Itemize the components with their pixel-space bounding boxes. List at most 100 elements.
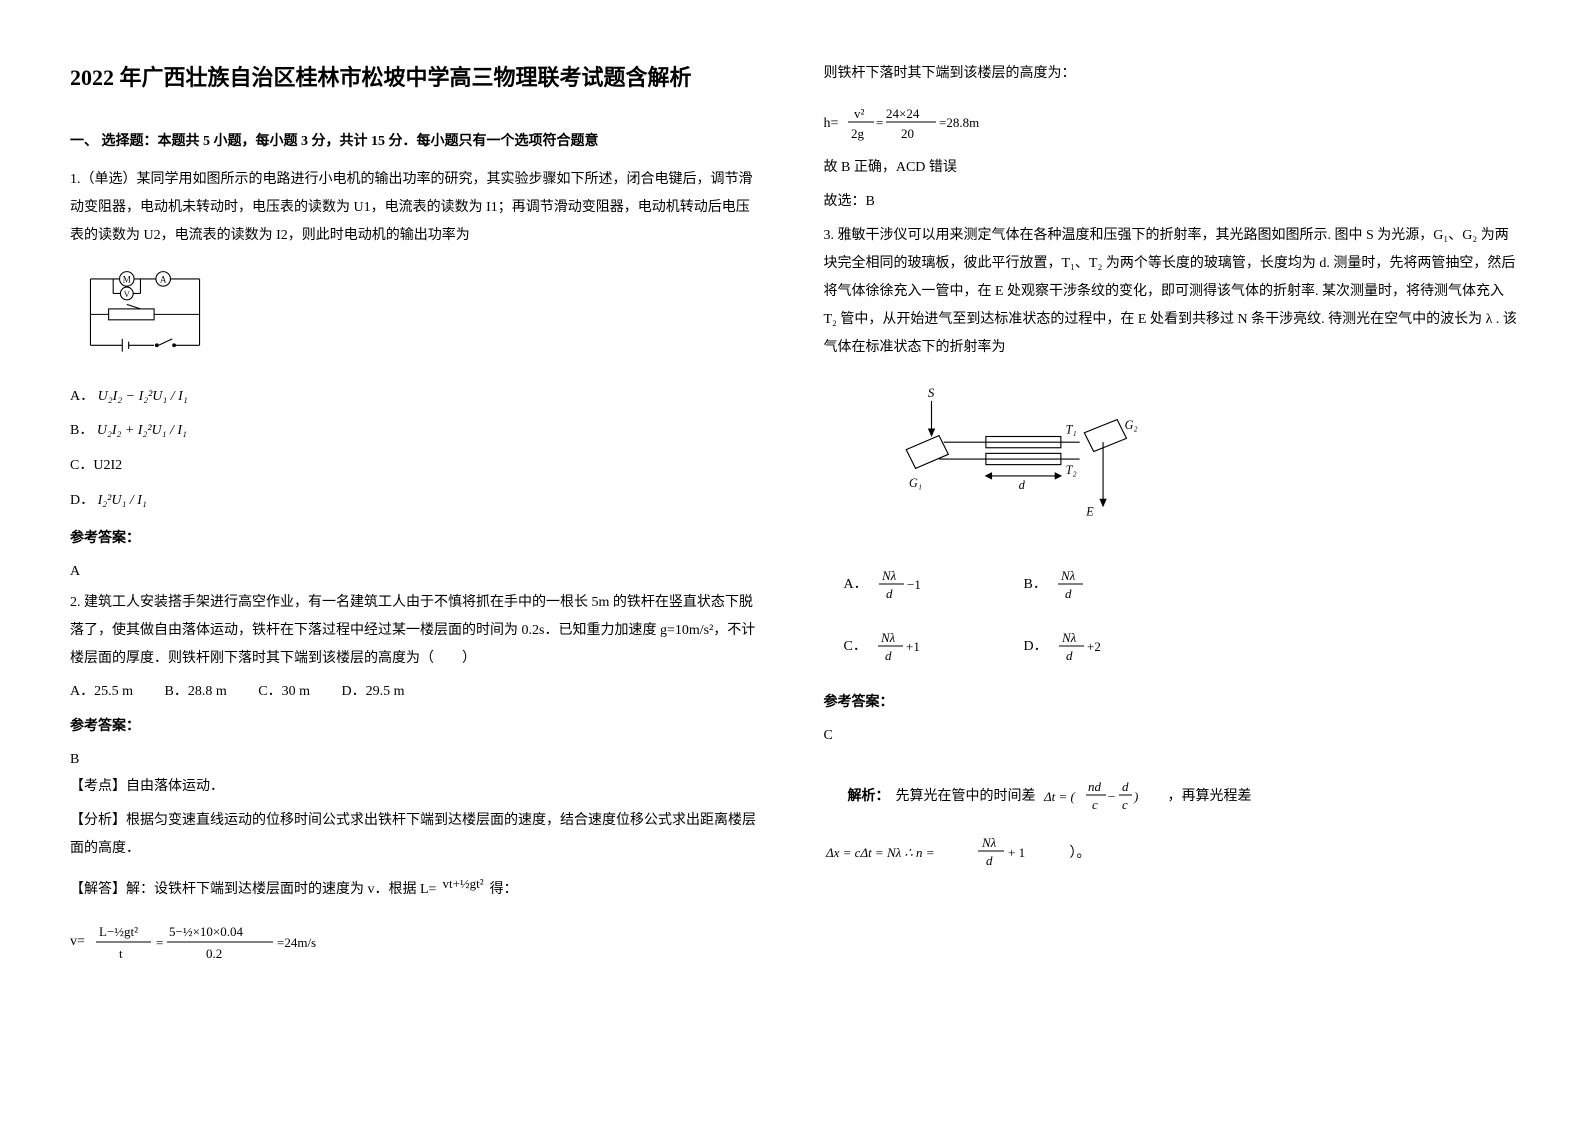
svg-text:Nλ: Nλ bbox=[1061, 630, 1077, 645]
svg-text:d: d bbox=[1066, 648, 1073, 663]
q3-optB-formula: Nλ d bbox=[1053, 566, 1093, 604]
q2-jieda-f1: vt+½gt² bbox=[442, 872, 483, 897]
col2-h-fraction: v² 2g = 24×24 20 =28.8m bbox=[844, 102, 1024, 146]
q3-option-a: A． Nλ d −1 bbox=[844, 566, 1024, 604]
q1-optD-label: D． bbox=[70, 493, 94, 508]
q3-optD-formula: Nλ d +2 bbox=[1054, 628, 1114, 666]
svg-text:d: d bbox=[1122, 779, 1129, 794]
q2-v-formula: v= L−½gt² t = 5−½×10×0.04 0.2 =24m/s bbox=[70, 920, 764, 966]
svg-text:Nλ: Nλ bbox=[981, 835, 997, 850]
svg-text:S: S bbox=[927, 385, 934, 400]
svg-text:d: d bbox=[1018, 478, 1025, 492]
svg-text:M: M bbox=[123, 274, 131, 284]
svg-text:c: c bbox=[1092, 797, 1098, 812]
q1-option-a: A． U₂I₂ − I₂²U₁ / I₁ bbox=[70, 384, 764, 411]
q1-optA-label: A． bbox=[70, 389, 94, 404]
svg-text:Nλ: Nλ bbox=[1060, 568, 1076, 583]
svg-text:=24m/s: =24m/s bbox=[277, 935, 316, 950]
optics-diagram: S G₁ T₁ T₂ d G₂ E bbox=[864, 384, 1164, 534]
q3-stem: 3. 雅敏干涉仪可以用来测定气体在各种温度和压强下的折射率，其光路图如图所示. … bbox=[824, 222, 1518, 362]
svg-text:t: t bbox=[119, 946, 123, 961]
svg-text:d: d bbox=[886, 586, 893, 601]
circuit-diagram: M A V bbox=[70, 268, 220, 368]
svg-text:nd: nd bbox=[1088, 779, 1102, 794]
q3-jiexi-f1: Δt = ( nd c − d c ) bbox=[1042, 777, 1162, 817]
q2-jieda-1: 【解答】解：设铁杆下端到达楼层面时的速度为 v．根据 L= vt+½gt² 得： bbox=[70, 877, 764, 904]
q1-optB-formula: U₂I₂ + I₂²U₁ / I₁ bbox=[97, 423, 187, 438]
q2-answer: B bbox=[70, 747, 764, 774]
svg-text:T₁: T₁ bbox=[1065, 423, 1076, 437]
q2-optD: D．29.5 m bbox=[341, 684, 404, 699]
q2-options: A．25.5 m B．28.8 m C．30 m D．29.5 m bbox=[70, 679, 764, 706]
svg-text:c: c bbox=[1122, 797, 1128, 812]
svg-text:=28.8m: =28.8m bbox=[939, 115, 979, 130]
q3-jiexi-label: 解析： bbox=[848, 784, 890, 811]
svg-text:−: − bbox=[1108, 789, 1115, 804]
svg-text:5−½×10×0.04: 5−½×10×0.04 bbox=[169, 924, 243, 939]
q2-v-eq: v= bbox=[70, 929, 85, 956]
q2-fenxi: 【分析】根据匀变速直线运动的位移时间公式求出铁杆下端到达楼层面的速度，结合速度位… bbox=[70, 807, 764, 863]
q2-jieda-suffix: 得： bbox=[490, 877, 518, 904]
q2-stem: 2. 建筑工人安装搭手架进行高空作业，有一名建筑工人由于不慎将抓在手中的一根长 … bbox=[70, 589, 764, 673]
left-column: 2022 年广西壮族自治区桂林市松坡中学高三物理联考试题含解析 一、 选择题：本… bbox=[70, 60, 764, 1062]
svg-text:+2: +2 bbox=[1087, 639, 1101, 654]
svg-text:d: d bbox=[986, 853, 993, 868]
q3-jiexi-suffix: ）。 bbox=[1070, 841, 1091, 868]
svg-text:−1: −1 bbox=[907, 577, 921, 592]
q2-optA: A．25.5 m bbox=[70, 684, 133, 699]
q1-optD-formula: I₂²U₁ / I₁ bbox=[98, 493, 147, 508]
section-1-header: 一、 选择题：本题共 5 小题，每小题 3 分，共计 15 分．每小题只有一个选… bbox=[70, 129, 764, 156]
svg-text:A: A bbox=[160, 274, 167, 284]
q1-optB-label: B． bbox=[70, 423, 93, 438]
col2-line3: 故选：B bbox=[824, 188, 1518, 216]
svg-text:E: E bbox=[1085, 504, 1094, 518]
q3-optA-label: A． bbox=[844, 572, 868, 599]
col2-h-eq: h= bbox=[824, 111, 839, 138]
q3-optB-label: B． bbox=[1024, 572, 1047, 599]
q2-optC: C．30 m bbox=[258, 684, 310, 699]
q3-optD-label: D． bbox=[1024, 634, 1048, 661]
svg-text:L−½gt²: L−½gt² bbox=[99, 924, 138, 939]
q3-option-c: C． Nλ d +1 bbox=[844, 628, 1024, 666]
svg-text:T₂: T₂ bbox=[1065, 463, 1076, 477]
q3-answer: C bbox=[824, 723, 1518, 750]
svg-text:Δt = (: Δt = ( bbox=[1043, 789, 1076, 804]
q1-answer: A bbox=[70, 559, 764, 586]
svg-text:d: d bbox=[885, 648, 892, 663]
svg-text:+ 1: + 1 bbox=[1008, 845, 1025, 860]
svg-text:): ) bbox=[1133, 789, 1138, 804]
svg-text:=: = bbox=[876, 115, 883, 130]
svg-text:Δx = cΔt = Nλ ∴ n =: Δx = cΔt = Nλ ∴ n = bbox=[825, 845, 935, 860]
q1-option-c: C．U2I2 bbox=[70, 453, 764, 480]
svg-text:24×24: 24×24 bbox=[886, 106, 920, 121]
q3-jiexi-2: Δx = cΔt = Nλ ∴ n = Nλ d + 1 ）。 bbox=[824, 833, 1518, 875]
q2-jieda-label: 【解答】解：设铁杆下端到达楼层面时的速度为 v．根据 L= bbox=[70, 877, 436, 904]
q3-optC-label: C． bbox=[844, 634, 867, 661]
svg-text:G₂: G₂ bbox=[1124, 418, 1137, 432]
svg-text:20: 20 bbox=[901, 126, 914, 141]
right-column: 则铁杆下落时其下端到该楼层的高度为： h= v² 2g = 24×24 20 =… bbox=[824, 60, 1518, 1062]
svg-text:d: d bbox=[1065, 586, 1072, 601]
q2-kaodian: 【考点】自由落体运动． bbox=[70, 773, 764, 801]
q2-v-fraction: L−½gt² t = 5−½×10×0.04 0.2 =24m/s bbox=[91, 920, 351, 966]
q3-option-b: B． Nλ d bbox=[1024, 566, 1204, 604]
svg-text:+1: +1 bbox=[906, 639, 920, 654]
q3-optA-formula: Nλ d −1 bbox=[874, 566, 934, 604]
col2-line1: 则铁杆下落时其下端到该楼层的高度为： bbox=[824, 60, 1518, 88]
svg-text:Nλ: Nλ bbox=[881, 568, 897, 583]
q3-options-grid: A． Nλ d −1 B． Nλ d C． Nλ d +1 bbox=[844, 566, 1518, 666]
q3-jiexi-1: 解析： 先算光在管中的时间差 Δt = ( nd c − d c ) ，再算光程… bbox=[824, 777, 1518, 817]
svg-text:Nλ: Nλ bbox=[880, 630, 896, 645]
col2-h-formula: h= v² 2g = 24×24 20 =28.8m bbox=[824, 102, 1518, 146]
q2-optB: B．28.8 m bbox=[165, 684, 227, 699]
svg-text:V: V bbox=[124, 290, 130, 299]
q3-jiexi-f2: Δx = cΔt = Nλ ∴ n = Nλ d + 1 bbox=[824, 833, 1064, 875]
svg-text:=: = bbox=[156, 935, 163, 950]
svg-text:v²: v² bbox=[854, 106, 865, 121]
q3-optC-formula: Nλ d +1 bbox=[873, 628, 933, 666]
q3-option-d: D． Nλ d +2 bbox=[1024, 628, 1204, 666]
col2-line2: 故 B 正确，ACD 错误 bbox=[824, 154, 1518, 182]
q3-jiexi2-text: ，再算光程差 bbox=[1168, 784, 1252, 811]
q3-jiexi1-text: 先算光在管中的时间差 bbox=[896, 784, 1036, 811]
page-title: 2022 年广西壮族自治区桂林市松坡中学高三物理联考试题含解析 bbox=[70, 60, 764, 95]
